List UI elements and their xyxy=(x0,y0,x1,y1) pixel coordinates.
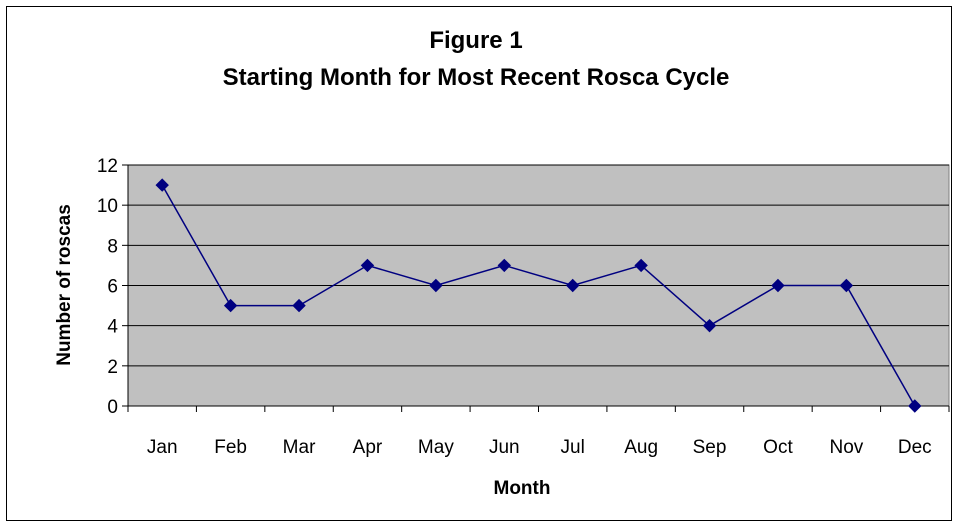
x-axis-ticks: Jan Feb Mar Apr May Jun Jul Aug Sep Oct Nov Dec xyxy=(128,406,949,458)
x-axis-title: Month xyxy=(494,478,551,499)
x-tick-label: Jan xyxy=(147,437,178,458)
chart-subtitle: Starting Month for Most Recent Rosca Cyc… xyxy=(223,64,730,91)
x-tick-label: Nov xyxy=(829,437,863,458)
x-tick-label: Jun xyxy=(489,437,520,458)
x-tick-label: Apr xyxy=(353,437,383,458)
y-tick-label: 10 xyxy=(97,196,118,217)
x-tick-label: Oct xyxy=(763,437,793,458)
y-axis-title: Number of roscas xyxy=(54,204,75,366)
x-tick-label: Sep xyxy=(693,437,727,458)
y-tick-label: 4 xyxy=(107,317,118,338)
x-tick-label: May xyxy=(418,437,454,458)
chart-title: Figure 1 xyxy=(429,27,522,54)
y-axis-ticks: 0 2 4 6 8 10 12 xyxy=(97,156,128,418)
y-tick-label: 0 xyxy=(107,397,118,418)
x-tick-label: Mar xyxy=(283,437,316,458)
x-tick-label: Jul xyxy=(561,437,585,458)
x-tick-label: Aug xyxy=(624,437,658,458)
y-tick-label: 12 xyxy=(97,156,118,177)
y-tick-label: 6 xyxy=(107,277,118,298)
x-tick-label: Feb xyxy=(214,437,247,458)
y-tick-label: 8 xyxy=(107,236,118,257)
x-tick-label: Dec xyxy=(898,437,932,458)
y-tick-label: 2 xyxy=(107,357,118,378)
